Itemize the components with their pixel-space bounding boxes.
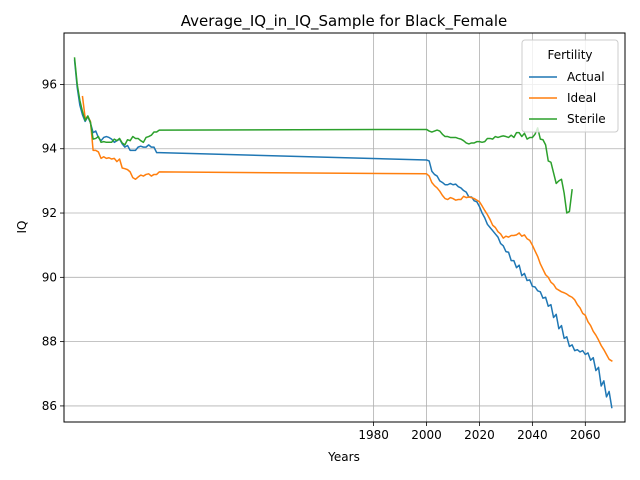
y-tick-label: 90: [42, 270, 57, 284]
x-tick-label: 2060: [570, 428, 601, 442]
x-tick-label: 2000: [411, 428, 442, 442]
y-tick-label: 86: [42, 399, 57, 413]
x-tick-label: 2020: [464, 428, 495, 442]
y-tick-label: 88: [42, 335, 57, 349]
y-tick-label: 94: [42, 142, 57, 156]
y-axis-label: IQ: [15, 221, 29, 234]
y-tick-label: 96: [42, 77, 57, 91]
legend: Fertility Actual Ideal Sterile: [522, 40, 618, 132]
legend-title: Fertility: [547, 48, 592, 62]
x-tick-label: 1980: [358, 428, 389, 442]
legend-label-sterile: Sterile: [567, 112, 606, 126]
chart-title: Average_IQ_in_IQ_Sample for Black_Female: [181, 12, 507, 31]
x-axis-label: Years: [327, 450, 360, 464]
legend-label-ideal: Ideal: [567, 91, 596, 105]
legend-label-actual: Actual: [567, 70, 605, 84]
x-tick-label: 2040: [517, 428, 548, 442]
y-tick-label: 92: [42, 206, 57, 220]
